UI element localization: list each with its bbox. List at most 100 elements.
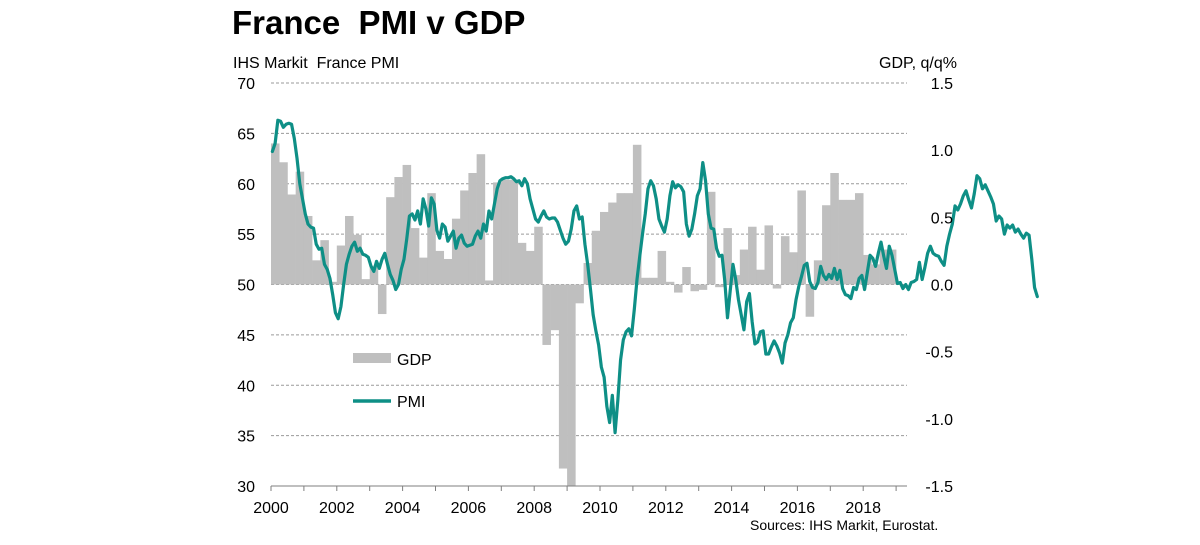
gdp-bar: [682, 267, 691, 285]
gdp-bar: [657, 250, 667, 285]
gdp-bar: [476, 154, 486, 285]
pmi-line-group: [270, 118, 1039, 435]
gdp-bar: [377, 284, 387, 315]
x-tick-label: 2008: [516, 500, 552, 517]
gdp-bar: [624, 193, 634, 285]
gdp-bar: [517, 242, 527, 285]
gdp-bar: [435, 250, 445, 285]
gdp-bar: [419, 257, 428, 285]
gdp-bar: [575, 284, 584, 304]
gdp-bar: [838, 199, 848, 285]
gdp-bar: [534, 226, 543, 285]
gdp-bar: [780, 236, 790, 285]
legend-pmi-label: PMI: [397, 394, 425, 411]
gdp-bar: [567, 284, 576, 486]
left-tick-label: 50: [237, 278, 255, 295]
gdp-bars: [271, 143, 897, 486]
right-tick-label: -1.0: [925, 412, 953, 429]
gdp-bar: [501, 179, 510, 285]
gdp-bar: [328, 281, 338, 285]
gdp-bar: [509, 179, 519, 285]
gdp-bar: [591, 230, 601, 285]
right-tick-label: 1.0: [931, 143, 953, 160]
left-tick-label: 65: [237, 126, 255, 143]
gdp-bar: [427, 193, 436, 285]
gdp-bar: [542, 284, 551, 345]
gdp-bar: [772, 284, 782, 289]
right-axis-title: GDP, q/q%: [879, 55, 957, 72]
gdp-bar: [443, 258, 453, 285]
gdp-bar: [871, 264, 880, 285]
gdp-bar: [723, 228, 732, 285]
gdp-bar: [394, 177, 403, 285]
x-tick-label: 2014: [714, 500, 750, 517]
gdp-bar: [797, 190, 806, 285]
gdp-bar: [674, 284, 683, 293]
gdp-bar: [336, 245, 346, 285]
gdp-bar: [410, 228, 420, 285]
x-tick-label: 2018: [845, 500, 881, 517]
left-tick-label: 60: [237, 177, 255, 194]
gdp-bar: [279, 162, 288, 285]
x-tick-label: 2006: [451, 500, 487, 517]
gdp-bar: [879, 249, 889, 285]
x-tick-label: 2000: [253, 500, 289, 517]
gdp-bar: [468, 173, 477, 285]
gridlines: [271, 82, 907, 437]
gdp-bar: [484, 280, 494, 285]
gdp-bar: [649, 277, 658, 285]
source-note: Sources: IHS Markit, Eurostat.: [750, 517, 939, 533]
gdp-bar: [369, 265, 379, 285]
gdp-bar: [451, 218, 461, 285]
gdp-bar: [715, 284, 724, 288]
gdp-bar: [756, 269, 765, 285]
gdp-bar: [550, 284, 560, 331]
gdp-bar: [822, 205, 831, 285]
left-tick-label: 55: [237, 227, 255, 244]
gdp-bar: [764, 225, 774, 285]
legend-gdp-swatch: [353, 353, 391, 363]
gdp-bar: [698, 284, 708, 290]
left-tick-label: 40: [237, 378, 255, 395]
left-axis-title: IHS Markit France PMI: [233, 55, 400, 72]
x-tick-label: 2016: [780, 500, 816, 517]
gdp-bar: [287, 194, 296, 285]
gdp-bar: [353, 234, 362, 285]
legend: GDP PMI: [353, 352, 432, 411]
chart-title: France PMI v GDP: [232, 4, 526, 41]
gdp-bar: [706, 191, 716, 285]
right-tick-label: 0.0: [931, 278, 953, 295]
gdp-bar: [887, 249, 897, 285]
x-tick-label: 2010: [582, 500, 618, 517]
x-tick-label: 2012: [648, 500, 684, 517]
gdp-bar: [608, 202, 617, 285]
gdp-bar: [748, 226, 757, 285]
gdp-bar: [739, 249, 749, 285]
left-tick-label: 30: [237, 479, 255, 496]
gdp-bar: [361, 279, 371, 285]
left-tick-label: 70: [237, 76, 255, 93]
gdp-bar: [525, 250, 535, 285]
gdp-bar: [846, 199, 856, 285]
gdp-bar: [271, 143, 280, 285]
left-tick-label: 45: [237, 328, 255, 345]
gdp-bar: [805, 284, 815, 317]
gdp-bar: [600, 211, 609, 285]
gdp-bar: [312, 260, 321, 285]
gdp-bar: [665, 281, 675, 285]
gdp-bar: [690, 284, 699, 292]
pmi-line: [270, 118, 1039, 435]
gdp-bar: [641, 277, 650, 285]
right-tick-label: -0.5: [925, 345, 953, 362]
gdp-bar: [303, 215, 313, 285]
gdp-bar: [632, 144, 642, 285]
x-tick-label: 2004: [385, 500, 421, 517]
right-tick-label: 0.5: [931, 210, 953, 227]
right-tick-label: 1.5: [931, 76, 953, 93]
right-tick-label: -1.5: [925, 479, 953, 496]
left-tick-label: 35: [237, 429, 255, 446]
x-tick-label: 2002: [319, 500, 355, 517]
gdp-bar: [789, 252, 798, 285]
gdp-bar: [830, 173, 839, 285]
